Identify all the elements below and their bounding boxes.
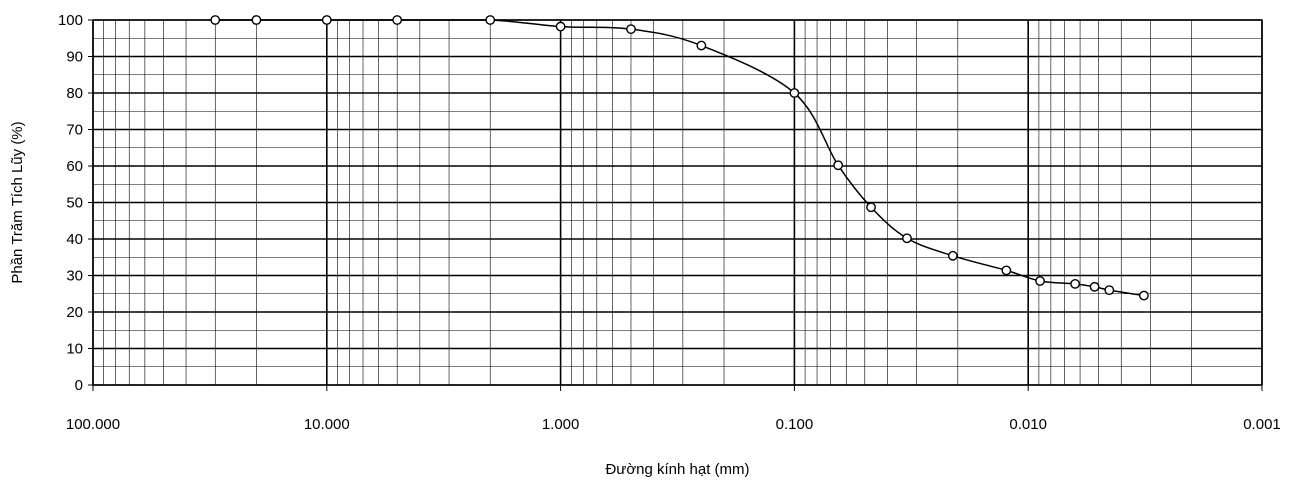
y-tick-label: 20 [66, 304, 83, 321]
data-point [555, 21, 566, 32]
data-point [947, 250, 958, 261]
data-point [1070, 278, 1081, 289]
y-tick-label: 90 [66, 49, 83, 66]
x-tick-label: 0.010 [1009, 416, 1047, 433]
y-tick-label: 50 [66, 195, 83, 212]
data-point [696, 40, 707, 51]
x-tick-labels: 100.000 10.000 1.000 0.100 0.010 0.001 [66, 416, 1281, 433]
x-tick-label: 10.000 [304, 416, 350, 433]
data-point [1035, 276, 1045, 286]
curve [215, 19, 1145, 297]
data-point [789, 88, 800, 98]
x-axis-label: Đường kính hạt (mm) [605, 461, 749, 478]
x-tick-label: 0.001 [1243, 416, 1281, 433]
data-points [210, 15, 1149, 301]
x-tick-label: 0.100 [776, 416, 814, 433]
y-tick-label: 100 [58, 12, 83, 29]
data-point [392, 15, 403, 25]
data-point [1089, 281, 1100, 292]
y-tick-label: 60 [66, 158, 83, 175]
grid [92, 19, 1263, 386]
data-point [866, 202, 876, 213]
x-tick-label: 100.000 [66, 416, 120, 433]
y-tick-label: 30 [66, 268, 83, 285]
data-point [1001, 265, 1012, 276]
y-tick-label: 70 [66, 122, 83, 139]
y-tick-labels: 0 10 20 30 40 50 60 70 80 90 100 [58, 12, 83, 394]
data-point [321, 15, 332, 25]
series-line [215, 19, 1145, 297]
y-tick-label: 40 [66, 231, 83, 248]
data-point [902, 233, 912, 244]
y-tick-label: 80 [66, 85, 83, 102]
y-tick-label: 10 [66, 341, 83, 358]
x-tick-label: 1.000 [542, 416, 580, 433]
data-point [1138, 290, 1149, 301]
data-point [833, 160, 844, 171]
data-point [210, 15, 221, 25]
data-point [485, 15, 496, 25]
data-point [1104, 285, 1115, 295]
data-point [251, 15, 262, 25]
data-point [626, 24, 636, 35]
y-axis-label: Phần Trăm Tích Lũy (%) [9, 121, 26, 283]
axes [88, 19, 1263, 391]
y-tick-label: 0 [75, 377, 83, 394]
